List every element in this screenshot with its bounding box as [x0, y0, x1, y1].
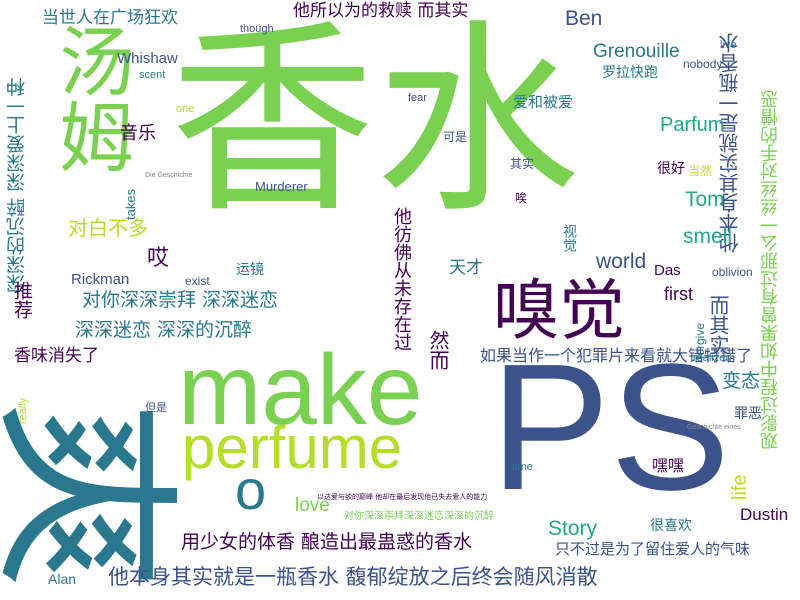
word: scent [139, 69, 166, 81]
word: time [512, 461, 533, 473]
word: 音乐 [120, 123, 156, 144]
word: Rickman [71, 271, 130, 288]
word: 哎 [147, 246, 170, 271]
word: Murderer [255, 179, 308, 194]
word: 他本身其实就是一瓶香水 [718, 33, 742, 253]
word: Parfum [660, 114, 725, 136]
word: Whishaw [117, 50, 178, 67]
word: 香味消失了 [14, 346, 99, 366]
word: world [596, 250, 647, 273]
word: 然而 [426, 330, 450, 370]
word: 天才 [449, 258, 483, 278]
word: nobody [683, 57, 723, 71]
word: live [720, 39, 737, 51]
word: 很好 [657, 161, 685, 177]
word: Ben [565, 7, 603, 30]
word: Dustin [740, 505, 789, 524]
word: really [17, 397, 29, 424]
word: exist [185, 274, 210, 288]
word: 用少女的体香 酿造出最蛊惑的香水 [181, 531, 473, 553]
word: smell [683, 225, 733, 248]
word: 可是 [443, 130, 468, 144]
word: 视觉 [561, 224, 577, 252]
word: 唉 [515, 191, 528, 205]
word: 运镜 [236, 262, 264, 278]
word: Tom [685, 188, 725, 211]
word: though [240, 23, 274, 35]
word: 香水 [170, 3, 580, 241]
word: 如果当作一个犯罪片来看就大错特错了 [480, 346, 753, 365]
word: 汤姆 [46, 22, 135, 174]
word: PS [490, 327, 731, 528]
word: 只不过是为了留住爱人的气味 [555, 540, 751, 558]
word: 推荐 [11, 281, 33, 319]
word: Die Geschichte [145, 172, 193, 179]
word: realized [693, 352, 732, 364]
word: perfume [182, 414, 403, 481]
word: Grenouille [593, 41, 680, 62]
word: oblivion [712, 265, 753, 279]
word: 变态 [722, 370, 761, 392]
word: fear [408, 92, 427, 104]
word: 他所以为的救赎 而其实 [293, 1, 469, 21]
word: 对你深深崇拜深深迷恋深深的沉醉 [344, 511, 494, 522]
word: 深深的沉醉 深深爱上一种 [6, 77, 28, 293]
word: one [176, 103, 195, 115]
word: love [295, 495, 330, 516]
word: 其实 [510, 157, 535, 171]
word: 观影过程中如果曾有过那么一丝丝对手的憎恶 [760, 90, 781, 450]
word: Alan [48, 571, 77, 587]
word: 嗅觉 [493, 272, 625, 349]
word: Geschichte eines [687, 424, 741, 431]
word: 而其实 [706, 295, 730, 355]
word: 对你深深崇拜 深深迷恋 [82, 289, 279, 311]
word: 嘿嘿 [652, 456, 685, 475]
word: 以达爱与欲的巅峰 他却在最后发现他已失去爱人的能力 [317, 493, 488, 501]
word: 很喜欢 [650, 518, 692, 534]
word: 他彷佛从未存在过 [391, 207, 412, 351]
word: 罗拉快跑 [602, 65, 658, 81]
word: Das [654, 262, 681, 279]
word: takes [123, 188, 138, 220]
word: 爽 [0, 400, 194, 590]
word: 罪恶 [734, 406, 762, 422]
word: first [664, 284, 693, 304]
word: Story [548, 517, 598, 540]
word: make [178, 334, 423, 446]
word: 但是 [145, 401, 167, 414]
word: 他本身其实就是一瓶香水 馥郁绽放之后终会随风消散 [108, 565, 598, 589]
word: 爱和被爱 [513, 93, 574, 111]
word: 当然 [688, 164, 713, 178]
word: 当世人在广场狂欢 [42, 8, 178, 28]
word: 深深迷恋 深深的沉醉 [75, 319, 253, 341]
word: life [729, 474, 751, 500]
word: 对白不多 [68, 216, 148, 240]
word: o [235, 458, 267, 521]
